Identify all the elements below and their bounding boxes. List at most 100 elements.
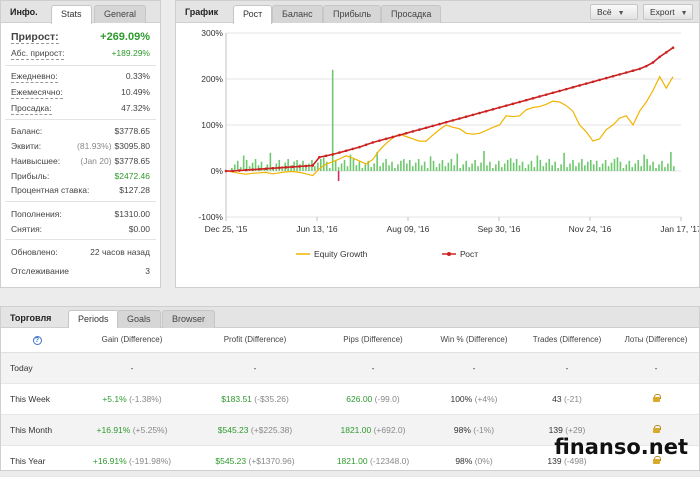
tab-stats[interactable]: Stats bbox=[51, 5, 92, 24]
legend-label: Equity Growth bbox=[314, 249, 368, 259]
volume-bar bbox=[465, 160, 467, 171]
cell-value: Today bbox=[10, 362, 33, 373]
series-point bbox=[304, 164, 308, 168]
volume-bar bbox=[400, 160, 402, 171]
volume-bar bbox=[601, 163, 604, 171]
info-tabbar: Инфо. Stats General bbox=[1, 1, 160, 24]
cell-value: 139 bbox=[548, 424, 563, 435]
tab-periods[interactable]: Periods bbox=[68, 310, 119, 329]
volume-bar bbox=[557, 168, 559, 171]
monthly-row: Ежемесячно: 10.49% bbox=[11, 86, 150, 99]
volume-bar bbox=[370, 167, 373, 171]
volume-bar bbox=[506, 159, 509, 171]
col-profit: Profit (Difference) bbox=[191, 328, 319, 353]
volume-bar bbox=[456, 153, 459, 171]
divider bbox=[5, 239, 156, 240]
volume-bar bbox=[435, 167, 438, 171]
tracking-label: Отслеживание bbox=[11, 266, 70, 276]
legend-label: Рост bbox=[460, 249, 478, 259]
series-point bbox=[645, 64, 648, 68]
volume-bar bbox=[432, 160, 435, 171]
series-point bbox=[531, 97, 535, 100]
series-point bbox=[224, 169, 228, 173]
volume-bar bbox=[518, 165, 521, 171]
series-point bbox=[571, 85, 575, 89]
cell-difference: (-1%) bbox=[473, 424, 495, 435]
series-point bbox=[398, 133, 401, 137]
tab-drawdown[interactable]: Просадка bbox=[381, 5, 442, 23]
cell-value: This Month bbox=[10, 424, 53, 435]
series-point bbox=[244, 168, 248, 172]
volume-bar bbox=[598, 167, 601, 171]
volume-bar bbox=[587, 161, 589, 171]
volume-bar bbox=[643, 154, 645, 171]
export-button[interactable]: Export ▼ bbox=[643, 4, 693, 20]
series-point bbox=[438, 122, 441, 126]
volume-bar bbox=[584, 165, 586, 171]
volume-bar bbox=[322, 157, 325, 171]
tab-goals[interactable]: Goals bbox=[117, 310, 161, 328]
volume-bar bbox=[409, 159, 411, 171]
tab-general[interactable]: General bbox=[94, 5, 147, 23]
growth-label: Прирост: bbox=[11, 31, 59, 44]
series-point bbox=[631, 69, 635, 73]
volume-bar bbox=[343, 159, 346, 171]
trading-tabbar: Торговля Periods Goals Browser bbox=[1, 307, 699, 329]
col-gain: Gain (Difference) bbox=[73, 328, 191, 353]
balance-row: Баланс: $3778.65 bbox=[11, 125, 150, 137]
volume-bar bbox=[604, 159, 607, 171]
cell-difference: (-498) bbox=[563, 455, 587, 466]
volume-bar bbox=[382, 162, 384, 171]
cell-value: 139 bbox=[547, 455, 562, 466]
volume-bar bbox=[661, 160, 663, 171]
help-icon[interactable]: ? bbox=[32, 335, 42, 345]
tab-growth[interactable]: Рост bbox=[233, 5, 273, 24]
cell-difference: (+29) bbox=[565, 424, 586, 435]
volume-bar bbox=[572, 159, 574, 171]
info-panel: Инфо. Stats General Прирост: +269.09% Аб… bbox=[0, 0, 161, 288]
volume-bar bbox=[364, 164, 367, 171]
range-select[interactable]: Всё ▼ bbox=[590, 4, 638, 20]
volume-bar bbox=[358, 161, 361, 171]
tab-balance[interactable]: Баланс bbox=[272, 5, 323, 23]
volume-bar bbox=[450, 159, 453, 171]
updated-value: 22 часов назад bbox=[90, 247, 150, 257]
trading-title: Торговля bbox=[10, 313, 52, 323]
volume-bar bbox=[334, 160, 337, 171]
volume-bar bbox=[426, 168, 429, 171]
series-point bbox=[371, 141, 375, 144]
volume-bar bbox=[331, 69, 334, 171]
cell-difference: (+4%) bbox=[474, 393, 498, 404]
abs-growth-value: +189.29% bbox=[111, 48, 150, 58]
tracking-value: 3 bbox=[145, 266, 150, 276]
x-tick-label: Jun 13, '16 bbox=[296, 224, 338, 234]
chevron-down-icon: ▼ bbox=[617, 10, 625, 17]
volume-bar bbox=[325, 161, 328, 171]
volume-bar bbox=[328, 168, 331, 171]
chevron-down-icon: ▼ bbox=[680, 10, 688, 17]
legend-marker bbox=[447, 252, 451, 256]
volume-bar bbox=[592, 164, 595, 171]
cell-value: 1821.00 bbox=[340, 424, 372, 435]
series-point bbox=[444, 120, 448, 124]
x-tick-label: Jan 17, '17 bbox=[660, 224, 699, 234]
series-point bbox=[498, 106, 501, 109]
series-line-equity bbox=[225, 75, 674, 177]
withdrawals-row: Снятия: $0.00 bbox=[11, 223, 150, 235]
chart-tabbar: График Рост Баланс Прибыль Просадка Всё ▼… bbox=[176, 1, 699, 24]
series-point bbox=[324, 154, 328, 158]
series-point bbox=[584, 82, 588, 85]
cell-difference: (+$225.38) bbox=[250, 424, 293, 435]
series-point bbox=[478, 111, 481, 115]
interest-row: Процентная ставка: $127.28 bbox=[11, 184, 150, 196]
volume-bar bbox=[290, 165, 292, 171]
cell-value: 43 bbox=[552, 393, 562, 404]
volume-bar bbox=[563, 152, 565, 171]
volume-bar bbox=[397, 164, 399, 171]
tab-browser[interactable]: Browser bbox=[162, 310, 216, 328]
series-point bbox=[591, 80, 595, 84]
volume-bar bbox=[658, 164, 660, 171]
volume-bar bbox=[251, 162, 254, 171]
volume-bar bbox=[477, 166, 479, 171]
tab-profit[interactable]: Прибыль bbox=[323, 5, 382, 23]
